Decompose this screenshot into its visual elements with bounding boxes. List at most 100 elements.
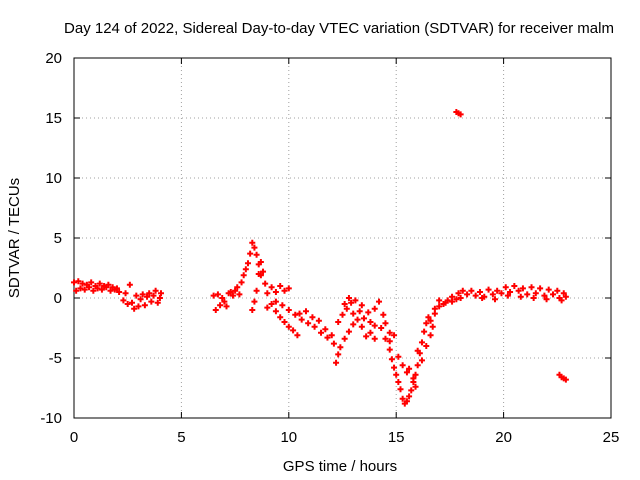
data-point-marker	[367, 319, 374, 325]
data-point-marker	[545, 286, 552, 293]
data-point-marker	[146, 290, 153, 297]
data-point-marker	[502, 284, 509, 291]
data-point-marker	[494, 287, 501, 294]
data-point-marker	[350, 310, 357, 317]
data-point-marker	[399, 362, 406, 369]
data-point-marker	[324, 334, 331, 341]
data-point-marker	[247, 250, 254, 257]
data-point-marker	[528, 284, 535, 291]
data-point-marker	[257, 259, 264, 265]
data-point-marker	[423, 343, 430, 349]
data-point-marker	[489, 291, 496, 298]
data-point-marker	[242, 266, 249, 273]
data-point-marker	[116, 289, 123, 295]
data-point-marker	[322, 326, 329, 333]
data-point-marker	[277, 314, 284, 321]
data-point-marker	[139, 291, 146, 298]
data-point-marker	[343, 305, 350, 312]
data-point-marker	[126, 281, 133, 288]
data-point-marker	[302, 308, 309, 315]
data-point-marker	[358, 302, 365, 309]
data-point-marker	[436, 303, 443, 310]
data-point-marker	[457, 111, 464, 118]
data-point-marker	[79, 280, 86, 287]
data-point-marker	[214, 291, 221, 298]
data-point-marker	[341, 301, 348, 307]
data-point-marker	[524, 291, 531, 298]
data-point-marker	[468, 287, 475, 294]
data-point-marker	[442, 299, 449, 306]
x-tick-label: 5	[177, 429, 185, 446]
data-point-marker	[350, 321, 357, 328]
data-point-marker	[371, 305, 378, 312]
data-point-marker	[517, 293, 524, 300]
data-point-marker	[94, 285, 101, 292]
data-point-marker	[380, 311, 387, 318]
data-point-marker	[391, 332, 398, 339]
data-point-marker	[472, 292, 479, 299]
data-point-marker	[229, 292, 236, 299]
chart-title: Day 124 of 2022, Sidereal Day-to-day VTE…	[64, 20, 614, 37]
data-point-marker	[406, 365, 413, 372]
data-point-marker	[281, 319, 288, 325]
y-tick-label: 20	[45, 50, 62, 67]
data-point-marker	[414, 362, 421, 369]
data-point-marker	[515, 287, 522, 294]
data-point-marker	[412, 383, 419, 390]
data-point-marker	[356, 308, 363, 315]
y-axis-label: SDTVAR / TECUs	[6, 178, 23, 298]
data-point-marker	[277, 283, 284, 289]
data-point-marker	[530, 295, 537, 301]
data-point-marker	[290, 327, 297, 334]
data-point-marker	[96, 280, 103, 287]
data-point-marker	[479, 295, 486, 301]
data-point-marker	[427, 332, 434, 339]
data-point-marker	[98, 286, 105, 293]
data-point-marker	[255, 271, 262, 277]
data-point-marker	[157, 290, 164, 297]
data-point-marker	[328, 332, 335, 339]
data-point-marker	[371, 322, 378, 329]
data-point-marker	[137, 296, 144, 303]
data-point-marker	[285, 285, 292, 292]
data-point-marker	[365, 309, 372, 316]
data-point-marker	[77, 285, 84, 292]
data-point-marker	[397, 386, 404, 393]
data-point-marker	[150, 292, 157, 299]
data-point-marker	[249, 307, 256, 313]
data-point-marker	[532, 290, 539, 297]
data-point-marker	[339, 311, 346, 318]
data-point-marker	[71, 279, 77, 286]
data-point-marker	[144, 293, 151, 300]
data-point-marker	[418, 339, 425, 346]
data-point-marker	[128, 299, 135, 306]
data-point-marker	[264, 290, 271, 297]
data-point-marker	[395, 353, 402, 360]
data-point-marker	[251, 244, 258, 251]
data-point-marker	[453, 296, 460, 303]
data-point-marker	[414, 347, 421, 354]
data-point-marker	[272, 308, 279, 315]
data-point-marker	[391, 364, 398, 371]
data-point-marker	[431, 305, 438, 312]
data-point-marker	[395, 379, 402, 385]
data-point-marker	[423, 320, 430, 327]
data-point-marker	[315, 317, 322, 324]
data-point-marker	[86, 284, 93, 291]
data-point-marker	[105, 281, 112, 288]
data-point-marker	[382, 335, 389, 342]
data-point-marker	[378, 325, 385, 331]
data-point-marker	[90, 287, 97, 294]
y-tick-label: -10	[40, 410, 62, 427]
data-point-marker	[511, 283, 518, 289]
data-point-marker	[264, 304, 271, 311]
data-point-marker	[279, 302, 286, 309]
data-point-marker	[223, 303, 230, 310]
data-point-marker	[485, 286, 492, 293]
data-point-marker	[388, 356, 395, 363]
data-point-marker	[403, 398, 410, 405]
x-tick-label: 25	[603, 429, 620, 446]
data-point-marker	[124, 301, 131, 307]
data-point-marker	[376, 298, 383, 305]
data-point-marker	[345, 295, 352, 301]
